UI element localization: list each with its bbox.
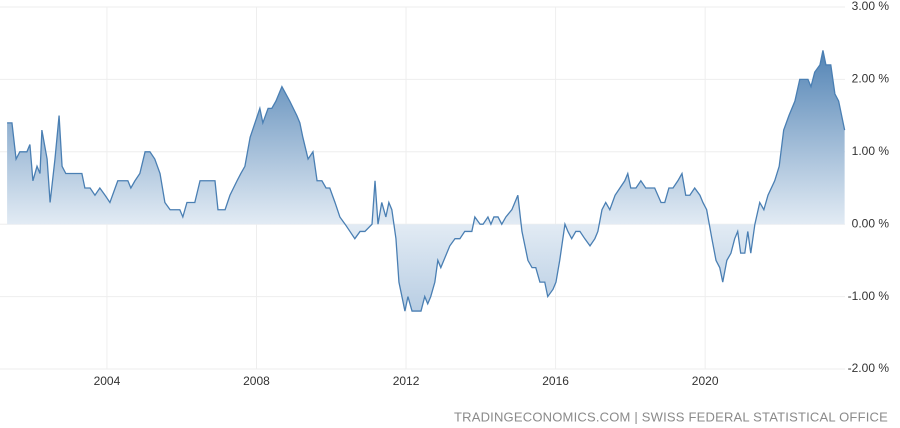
axis-labels: -2.00 % -1.00 % 0.00 % 1.00 % 2.00 % 3.00 % 20… <box>94 0 890 388</box>
x-tick-label: 2020 <box>692 374 719 388</box>
x-tick-label: 2008 <box>243 374 270 388</box>
y-tick-label: 1.00 % <box>852 144 890 158</box>
y-tick-label: 0.00 % <box>852 216 890 230</box>
plot-area <box>7 50 846 312</box>
x-tick-label: 2012 <box>393 374 420 388</box>
y-tick-label: 3.00 % <box>852 0 890 13</box>
y-tick-label: -2.00 % <box>848 361 890 375</box>
source-credit: TRADINGECONOMICS.COM | SWISS FEDERAL STA… <box>454 409 888 424</box>
x-tick-label: 2016 <box>542 374 569 388</box>
y-tick-label: -1.00 % <box>848 289 890 303</box>
area <box>7 50 845 312</box>
y-tick-label: 2.00 % <box>852 72 890 86</box>
x-tick-label: 2004 <box>94 374 121 388</box>
line <box>7 50 846 312</box>
